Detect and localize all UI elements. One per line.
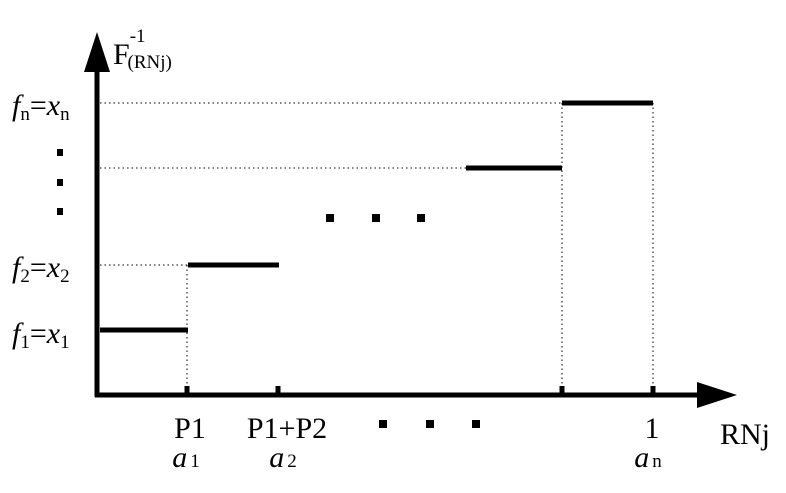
- eq: =: [30, 251, 47, 284]
- x: x: [46, 89, 61, 122]
- y-labels: fn=xn f2=x2 f1=x1: [12, 89, 70, 353]
- a-sub: 1: [190, 451, 200, 472]
- x-sub: 2: [60, 266, 70, 287]
- x-label-top: P1: [174, 412, 206, 445]
- f-sub: n: [20, 104, 30, 125]
- y-label: f1=x1: [12, 317, 70, 353]
- a-sub: 2: [287, 451, 297, 472]
- x-label-top: 1: [645, 412, 660, 445]
- y-label: f2=x2: [12, 251, 70, 287]
- f-sub: 1: [20, 332, 30, 353]
- x-axis-arrow: [697, 382, 737, 408]
- a: a: [172, 441, 187, 474]
- x-sub: 1: [60, 332, 70, 353]
- y-title-sup: -1: [130, 26, 146, 47]
- x-labels: P1a 1P1+P2a 21a n: [172, 412, 662, 474]
- a-sub: n: [652, 451, 662, 472]
- a: a: [634, 441, 649, 474]
- y-title-sub: (RNj): [128, 52, 172, 73]
- x-label-top: P1+P2: [247, 412, 327, 445]
- x: x: [46, 251, 61, 284]
- eq: =: [30, 89, 47, 122]
- y-axis-title: F-1 (RNj): [113, 26, 172, 73]
- x-axis-title: RNj: [720, 418, 770, 451]
- y-axis-arrow: [84, 32, 110, 72]
- x-sub: n: [60, 104, 70, 125]
- eq: =: [30, 317, 47, 350]
- y-label: fn=xn: [12, 89, 70, 125]
- y-title-base: F: [113, 38, 130, 71]
- ellipsis: [57, 149, 480, 428]
- x: x: [46, 317, 61, 350]
- f-sub: 2: [20, 266, 30, 287]
- a: a: [269, 441, 284, 474]
